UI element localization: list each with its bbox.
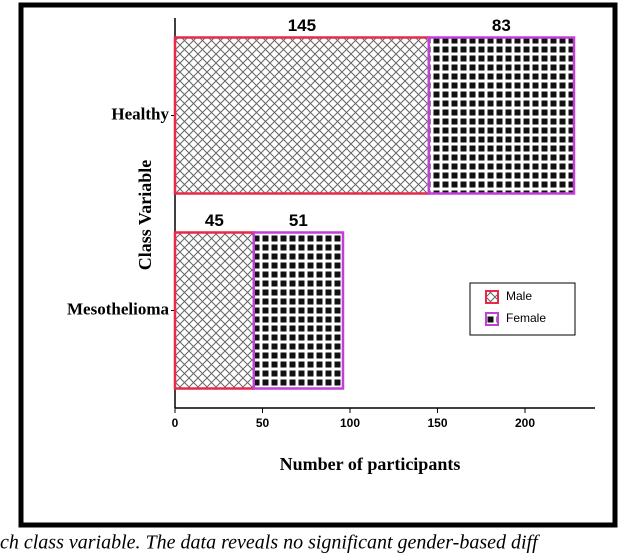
x-tick-label: 150 (427, 416, 447, 430)
value-label: 51 (289, 211, 308, 230)
value-label: 45 (205, 211, 224, 230)
legend-swatch (485, 312, 499, 326)
x-axis-title: Number of participants (280, 454, 461, 474)
value-label: 83 (492, 16, 511, 35)
legend-label: Female (506, 311, 546, 325)
bar-segment (427, 36, 576, 195)
legend-label: Male (506, 289, 532, 303)
y-tick-label: Healthy (111, 104, 169, 123)
legend-swatch (485, 290, 499, 304)
x-tick-label: 100 (340, 416, 360, 430)
caption: ch class variable. The data reveals no s… (0, 532, 540, 554)
y-axis-title: Class Variable (135, 160, 155, 271)
x-tick-label: 0 (172, 416, 179, 430)
x-tick-label: 200 (515, 416, 535, 430)
y-tick-label: Mesothelioma (67, 299, 169, 318)
bar-segment (252, 231, 345, 390)
bar-segment (173, 36, 430, 195)
x-tick-label: 50 (256, 416, 270, 430)
bar-segment (173, 231, 255, 390)
value-label: 145 (288, 16, 316, 35)
